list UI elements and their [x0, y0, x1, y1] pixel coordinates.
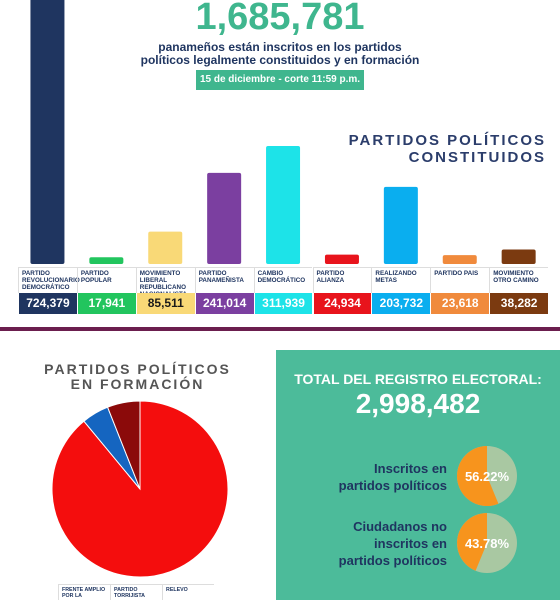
bar [442, 255, 477, 264]
value-label: 17,941 [76, 293, 136, 314]
category-label: MOVIMIENTO LIBERAL REPUBLICANO NACIONALI… [135, 267, 195, 298]
bar [266, 146, 301, 264]
value-label: 241,014 [194, 293, 254, 314]
gauge-label: Ciudadanos no inscritos en partidos polí… [338, 519, 447, 568]
divider [0, 327, 560, 331]
legend-label: FRENTE AMPLIO POR LA [58, 584, 110, 600]
legend-label: RELEVO [162, 584, 214, 600]
bar [89, 257, 124, 264]
header-subtitle: panameños están inscritos en los partido… [140, 40, 420, 67]
header-date: 15 de diciembre - corte 11:59 p.m. [196, 70, 364, 90]
bar [207, 172, 242, 264]
value-label: 24,934 [312, 293, 372, 314]
chart-title: PARTIDOS POLÍTICOS EN FORMACIÓN [44, 361, 231, 392]
value-label: 203,732 [371, 293, 431, 314]
category-label: PARTIDO PANAMEÑISTA [194, 267, 254, 293]
chart-title: PARTIDOS POLÍTICOS CONSTITUIDOS [348, 132, 546, 166]
bar [383, 186, 418, 264]
value-label: 311,939 [253, 293, 313, 314]
pie-slice [106, 400, 141, 490]
bar [501, 249, 536, 264]
category-label: PARTIDO PAIS [430, 267, 490, 293]
value-label: 85,511 [135, 293, 195, 314]
category-label: MOVIMIENTO OTRO CAMINO [489, 267, 549, 293]
bar [148, 231, 183, 264]
legend-label: PARTIDO TORRIJISTA [110, 584, 162, 600]
value-label: 23,618 [430, 293, 490, 314]
category-label: REALIZANDO METAS [371, 267, 431, 293]
category-label: PARTIDO ALIANZA [312, 267, 372, 293]
gauge-slice [456, 513, 487, 571]
value-label: 724,379 [18, 293, 77, 314]
bar [30, 0, 65, 264]
gauge-value: 56.22% [465, 469, 510, 484]
category-label: PARTIDO REVOLUCIONARIO DEMOCRÁTICO [18, 267, 80, 293]
panel-total: 2,998,482 [355, 388, 481, 419]
header-total: 1,685,781 [195, 0, 365, 38]
category-label: CAMBIO DEMOCRÁTICO [253, 267, 313, 293]
gauge-slice [457, 446, 499, 506]
bar [324, 254, 359, 264]
pie-slice [51, 400, 229, 578]
gauge-value: 43.78% [465, 536, 510, 551]
panel-title: TOTAL DEL REGISTRO ELECTORAL: [294, 371, 542, 387]
value-label: 38,282 [489, 293, 549, 314]
gauge-label: Inscritos en partidos políticos [338, 461, 447, 493]
category-label: PARTIDO POPULAR [76, 267, 136, 293]
